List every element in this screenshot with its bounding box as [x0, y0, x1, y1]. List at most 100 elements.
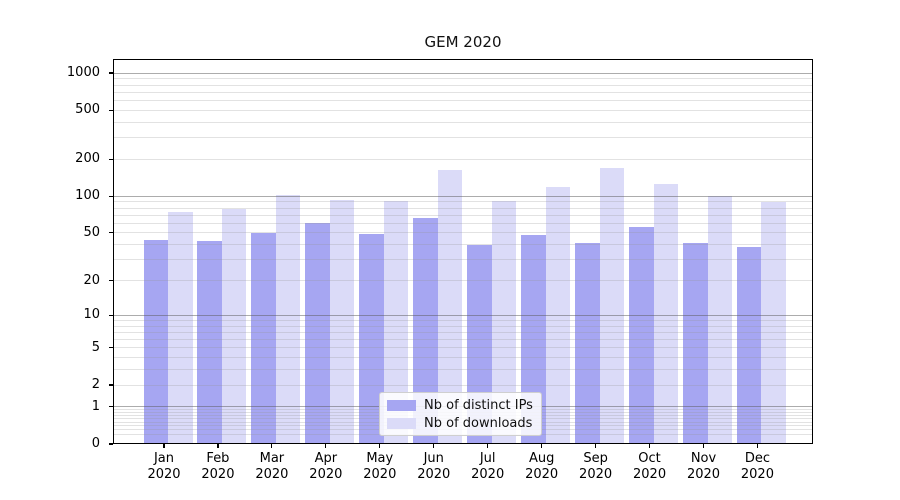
x-tick-label-line: 2020	[633, 467, 667, 482]
gridline-minor	[113, 339, 813, 341]
x-tick-mark	[163, 444, 165, 449]
x-tick-label: Nov 2020	[669, 451, 739, 483]
x-tick-label-line: 2020	[579, 467, 613, 482]
gridline-minor	[113, 78, 813, 80]
x-tick-label-line: Feb	[206, 451, 230, 466]
x-tick-label: Sep 2020	[561, 451, 631, 483]
bar-downloads-mar	[275, 194, 301, 444]
x-tick-mark	[433, 444, 435, 449]
x-tick-mark	[271, 444, 273, 449]
y-tick-mark	[108, 232, 113, 234]
x-tick-label-line: Nov	[690, 451, 717, 466]
x-tick-label-line: 2020	[471, 467, 505, 482]
y-tick-mark	[108, 72, 113, 74]
legend-item-downloads: Nb of downloads	[387, 414, 535, 432]
y-tick-label: 1	[91, 398, 100, 414]
x-tick-label-line: 2020	[686, 467, 721, 482]
y-tick-label: 10	[83, 307, 100, 323]
x-tick-label-line: Mar	[259, 451, 285, 466]
y-tick-label: 1000	[66, 65, 100, 81]
y-tick-mark	[108, 195, 113, 197]
legend-swatch-distinct-ips	[387, 399, 416, 411]
bar-distinct-ips-feb	[197, 240, 222, 444]
x-tick-label-line: Jul	[479, 451, 496, 466]
bar-distinct-ips-sep	[575, 243, 600, 444]
gridline-minor	[113, 280, 813, 282]
x-tick-label-line: 2020	[363, 467, 397, 482]
x-tick-mark	[702, 444, 705, 449]
x-tick-label: Jul 2020	[453, 451, 523, 483]
y-tick-mark	[108, 109, 113, 111]
x-tick-mark	[487, 444, 489, 449]
x-tick-label-line: 2020	[740, 467, 774, 482]
x-tick-label-line: Apr	[314, 451, 338, 466]
gridline-minor	[113, 384, 813, 386]
bar-distinct-ips-jan	[143, 239, 168, 444]
gridline-minor	[113, 214, 813, 216]
x-tick-label: Oct 2020	[615, 451, 685, 483]
gridline-minor	[113, 158, 813, 160]
gridline-major	[113, 314, 813, 316]
x-tick-label-line: 2020	[417, 467, 451, 482]
x-tick-label: May 2020	[345, 451, 415, 483]
x-tick-label-line: 2020	[309, 467, 343, 482]
gridline-minor	[113, 109, 813, 111]
gridline-minor	[113, 331, 813, 333]
x-tick-label-line: Oct	[638, 451, 661, 466]
x-tick-label: Apr 2020	[291, 451, 361, 483]
bar-distinct-ips-oct	[629, 226, 654, 444]
gridline-minor	[113, 91, 813, 93]
x-tick-mark	[325, 444, 327, 449]
gridline-minor	[113, 222, 813, 224]
x-tick-label-line: Sep	[583, 451, 608, 466]
legend-item-distinct-ips: Nb of distinct IPs	[387, 396, 535, 414]
bar-distinct-ips-nov	[683, 243, 708, 444]
gridlines-layer	[113, 59, 813, 444]
x-tick-label-line: 2020	[147, 467, 181, 482]
x-tick-label: Mar 2020	[237, 451, 307, 483]
gridline-minor	[113, 99, 813, 101]
x-tick-label: Aug 2020	[507, 451, 577, 483]
y-tick-mark	[108, 158, 113, 160]
gridline-minor	[113, 121, 813, 123]
x-tick-label-line: Dec	[744, 451, 771, 466]
y-tick-label: 20	[83, 272, 100, 288]
legend-label-distinct-ips: Nb of distinct IPs	[424, 397, 533, 413]
x-tick-label: Jan 2020	[129, 451, 199, 483]
gridline-minor	[113, 325, 813, 327]
x-tick-label-line: Aug	[528, 451, 555, 466]
y-tick-mark	[108, 384, 113, 386]
legend-swatch-downloads	[387, 417, 416, 429]
bar-downloads-sep	[599, 167, 625, 444]
x-tick-label-line: 2020	[255, 467, 289, 482]
gridline-minor	[113, 137, 813, 139]
gridline-minor	[113, 369, 813, 371]
gridline-minor	[113, 244, 813, 246]
gridline-minor	[113, 357, 813, 359]
x-tick-label: Feb 2020	[183, 451, 253, 483]
x-tick-label-line: Jun	[423, 451, 444, 466]
y-tick-mark	[108, 406, 113, 408]
bar-downloads-oct	[653, 184, 679, 444]
bar-downloads-dec	[761, 202, 786, 444]
y-tick-label: 2	[91, 377, 100, 393]
x-tick-label-line: Jan	[153, 451, 175, 466]
x-tick-mark	[379, 444, 381, 449]
gridline-minor	[113, 232, 813, 234]
bar-distinct-ips-mar	[251, 232, 276, 444]
x-tick-label: Dec 2020	[722, 451, 792, 483]
gridline-minor	[113, 319, 813, 321]
gridline-minor	[113, 259, 813, 261]
gridline-minor	[113, 84, 813, 86]
bar-downloads-feb	[221, 208, 247, 444]
gridline-major	[113, 72, 813, 74]
bar-downloads-apr	[329, 199, 355, 444]
gridline-major	[113, 195, 813, 197]
plot-area: Nb of distinct IPs Nb of downloads	[113, 59, 813, 444]
y-tick-label: 0	[91, 436, 100, 451]
x-tick-mark	[541, 444, 543, 449]
bar-downloads-nov	[707, 195, 732, 444]
legend-label-downloads: Nb of downloads	[424, 415, 533, 431]
x-tick-label-line: 2020	[201, 467, 235, 482]
